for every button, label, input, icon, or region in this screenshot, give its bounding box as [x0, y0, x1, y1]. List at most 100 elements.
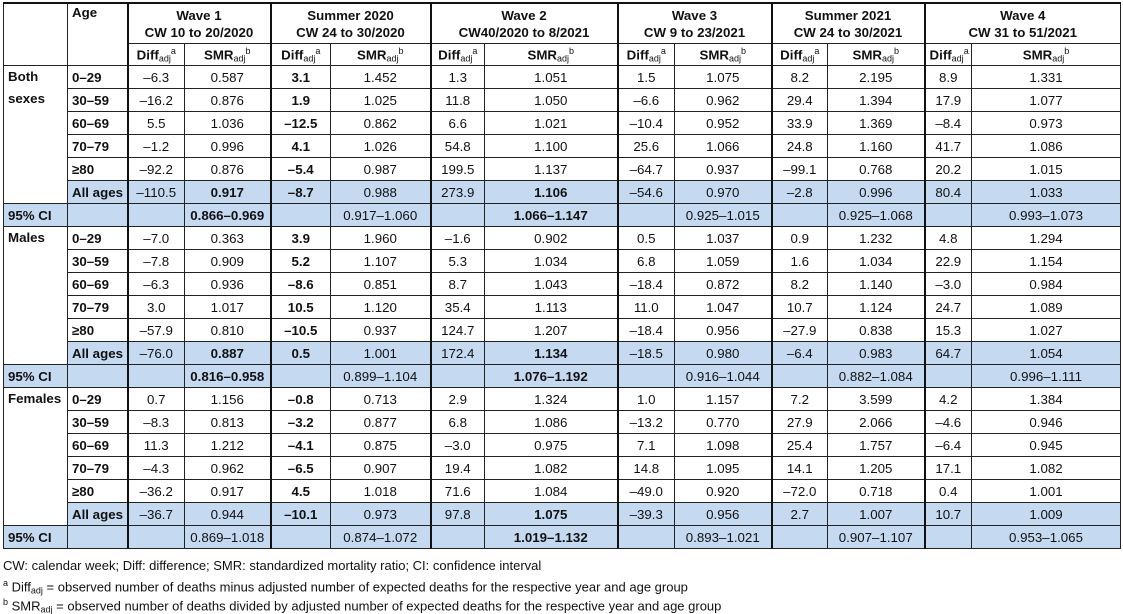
smr-cell: 0.956: [674, 502, 773, 526]
ci-label: 95% CI: [3, 203, 68, 227]
diff-cell: 8.2: [770, 272, 829, 296]
smr-label: SMR: [203, 47, 234, 63]
smr-superscript: b: [741, 45, 747, 56]
smr-subscript: adj: [386, 53, 399, 64]
smr-cell: 0.987: [330, 157, 431, 181]
smr-cell: 1.066: [674, 134, 773, 158]
diff-subscript: adj: [802, 53, 815, 64]
age-cell: 70–79: [67, 134, 128, 158]
ci-blank-diff: [269, 203, 331, 227]
smr-cell: 0.996: [827, 180, 926, 204]
diff-cell: –6.4: [770, 341, 829, 365]
age-cell: 60–69: [67, 111, 128, 135]
diff-cell: 20.2: [923, 157, 973, 181]
diff-cell: –4.6: [923, 410, 973, 434]
ci-value: 0.925–1.068: [827, 203, 926, 227]
smr-cell: 0.902: [483, 226, 619, 250]
table-row: 30–59 –16.2 0.876 1.9 1.025 11.8 1.050 –6.6 0.96…: [4, 88, 1122, 112]
smr-cell: 1.205: [827, 456, 926, 480]
ci-blank-diff: [616, 203, 676, 227]
diff-cell: –8.4: [923, 111, 973, 135]
smr-cell: 0.768: [827, 157, 926, 181]
diff-label: Diff: [136, 47, 159, 63]
smr-cell: 0.876: [184, 157, 271, 181]
diff-cell: 17.9: [923, 88, 973, 112]
diff-cell: 0.4: [923, 479, 973, 503]
diff-column-header: Diffadja: [616, 43, 676, 66]
period-name: Wave 1: [176, 7, 222, 23]
smr-cell: 1.120: [330, 295, 431, 319]
diff-cell: –2.8: [770, 180, 829, 204]
diff-cell: 172.4: [429, 341, 485, 365]
diff-cell: 10.7: [770, 295, 829, 319]
diff-cell: 1.0: [616, 387, 676, 411]
footnote-a-mark: a: [3, 578, 9, 588]
smr-cell: 1.034: [827, 249, 926, 273]
smr-cell: 0.996: [184, 134, 271, 158]
diff-cell: –27.9: [770, 318, 829, 342]
period-range: CW 31 to 51/2021: [968, 24, 1078, 40]
period-name: Wave 3: [671, 7, 718, 23]
age-cell: All ages: [67, 502, 128, 526]
smr-cell: 0.980: [674, 341, 773, 365]
smr-cell: 1.384: [971, 387, 1122, 411]
diff-cell: –6.3: [126, 65, 185, 89]
age-cell: 60–69: [67, 433, 128, 457]
smr-cell: 1.037: [674, 226, 773, 250]
diff-cell: –10.1: [269, 502, 331, 526]
ci-value: 0.874–1.072: [330, 525, 431, 549]
smr-cell: 0.946: [971, 410, 1122, 434]
diff-cell: –18.5: [616, 341, 676, 365]
period-name: Wave 2: [501, 7, 547, 23]
smr-column-header: SMRadjb: [827, 43, 926, 66]
diff-cell: –12.5: [269, 111, 331, 135]
smr-cell: 1.207: [483, 318, 619, 342]
period-header: Wave 1 CW 10 to 20/2020: [126, 2, 271, 44]
diff-cell: –10.5: [269, 318, 331, 342]
diff-cell: –3.0: [429, 433, 485, 457]
smr-subscript: adj: [557, 53, 570, 64]
smr-cell: 0.872: [674, 272, 773, 296]
smr-cell: 1.051: [483, 65, 619, 89]
smr-cell: 0.718: [827, 479, 926, 503]
smr-cell: 0.952: [674, 111, 773, 135]
smr-cell: 1.036: [184, 111, 271, 135]
smr-subscript: adj: [882, 53, 895, 64]
period-header: Summer 2021 CW 24 to 30/2021: [770, 2, 926, 44]
smr-cell: 0.887: [184, 341, 271, 365]
diff-label: Diff: [929, 47, 952, 63]
ci-blank-diff: [770, 364, 829, 388]
smr-superscript: b: [569, 45, 575, 56]
smr-cell: 1.156: [184, 387, 271, 411]
smr-cell: 1.394: [827, 88, 926, 112]
smr-cell: 0.876: [184, 88, 271, 112]
table-row: Both sexes 0–29 –6.3 0.587 3.1 1.452 1.3 1.051 1…: [3, 65, 1122, 204]
ci-blank-diff: [429, 203, 485, 227]
diff-cell: –57.9: [126, 318, 185, 342]
diff-cell: 4.8: [923, 226, 973, 250]
smr-cell: 3.599: [827, 387, 926, 411]
diff-cell: 8.9: [923, 65, 973, 89]
table-row-all-ages: All ages –76.0 0.887 0.5 1.001 172.4 1.134 –18.…: [4, 341, 1122, 365]
ci-blank-diff: [923, 203, 973, 227]
diff-cell: –18.4: [616, 272, 676, 296]
diff-cell: 11.8: [429, 88, 485, 112]
diff-superscript: a: [170, 45, 176, 56]
diff-cell: 1.5: [616, 65, 676, 89]
smr-cell: 0.937: [674, 157, 773, 181]
smr-cell: 1.025: [330, 88, 431, 112]
smr-cell: 0.983: [827, 341, 926, 365]
smr-column-header: SMRadjb: [674, 43, 773, 66]
table-row: Females 0–29 0.7 1.156 –0.8 0.713 2.9 1.324 1.0 1…: [3, 387, 1122, 526]
smr-cell: 1.140: [827, 272, 926, 296]
smr-cell: 1.001: [971, 479, 1122, 503]
diff-cell: 27.9: [770, 410, 829, 434]
diff-superscript: a: [660, 45, 666, 56]
footnote-a: a Diffadj = observed number of deaths mi…: [3, 578, 688, 595]
period-range: CW 9 to 23/2021: [643, 24, 746, 40]
smr-cell: 0.970: [674, 180, 773, 204]
smr-cell: 1.757: [827, 433, 926, 457]
period-name: Wave 4: [1000, 7, 1046, 23]
smr-cell: 1.086: [483, 410, 619, 434]
smr-cell: 0.962: [184, 456, 271, 480]
